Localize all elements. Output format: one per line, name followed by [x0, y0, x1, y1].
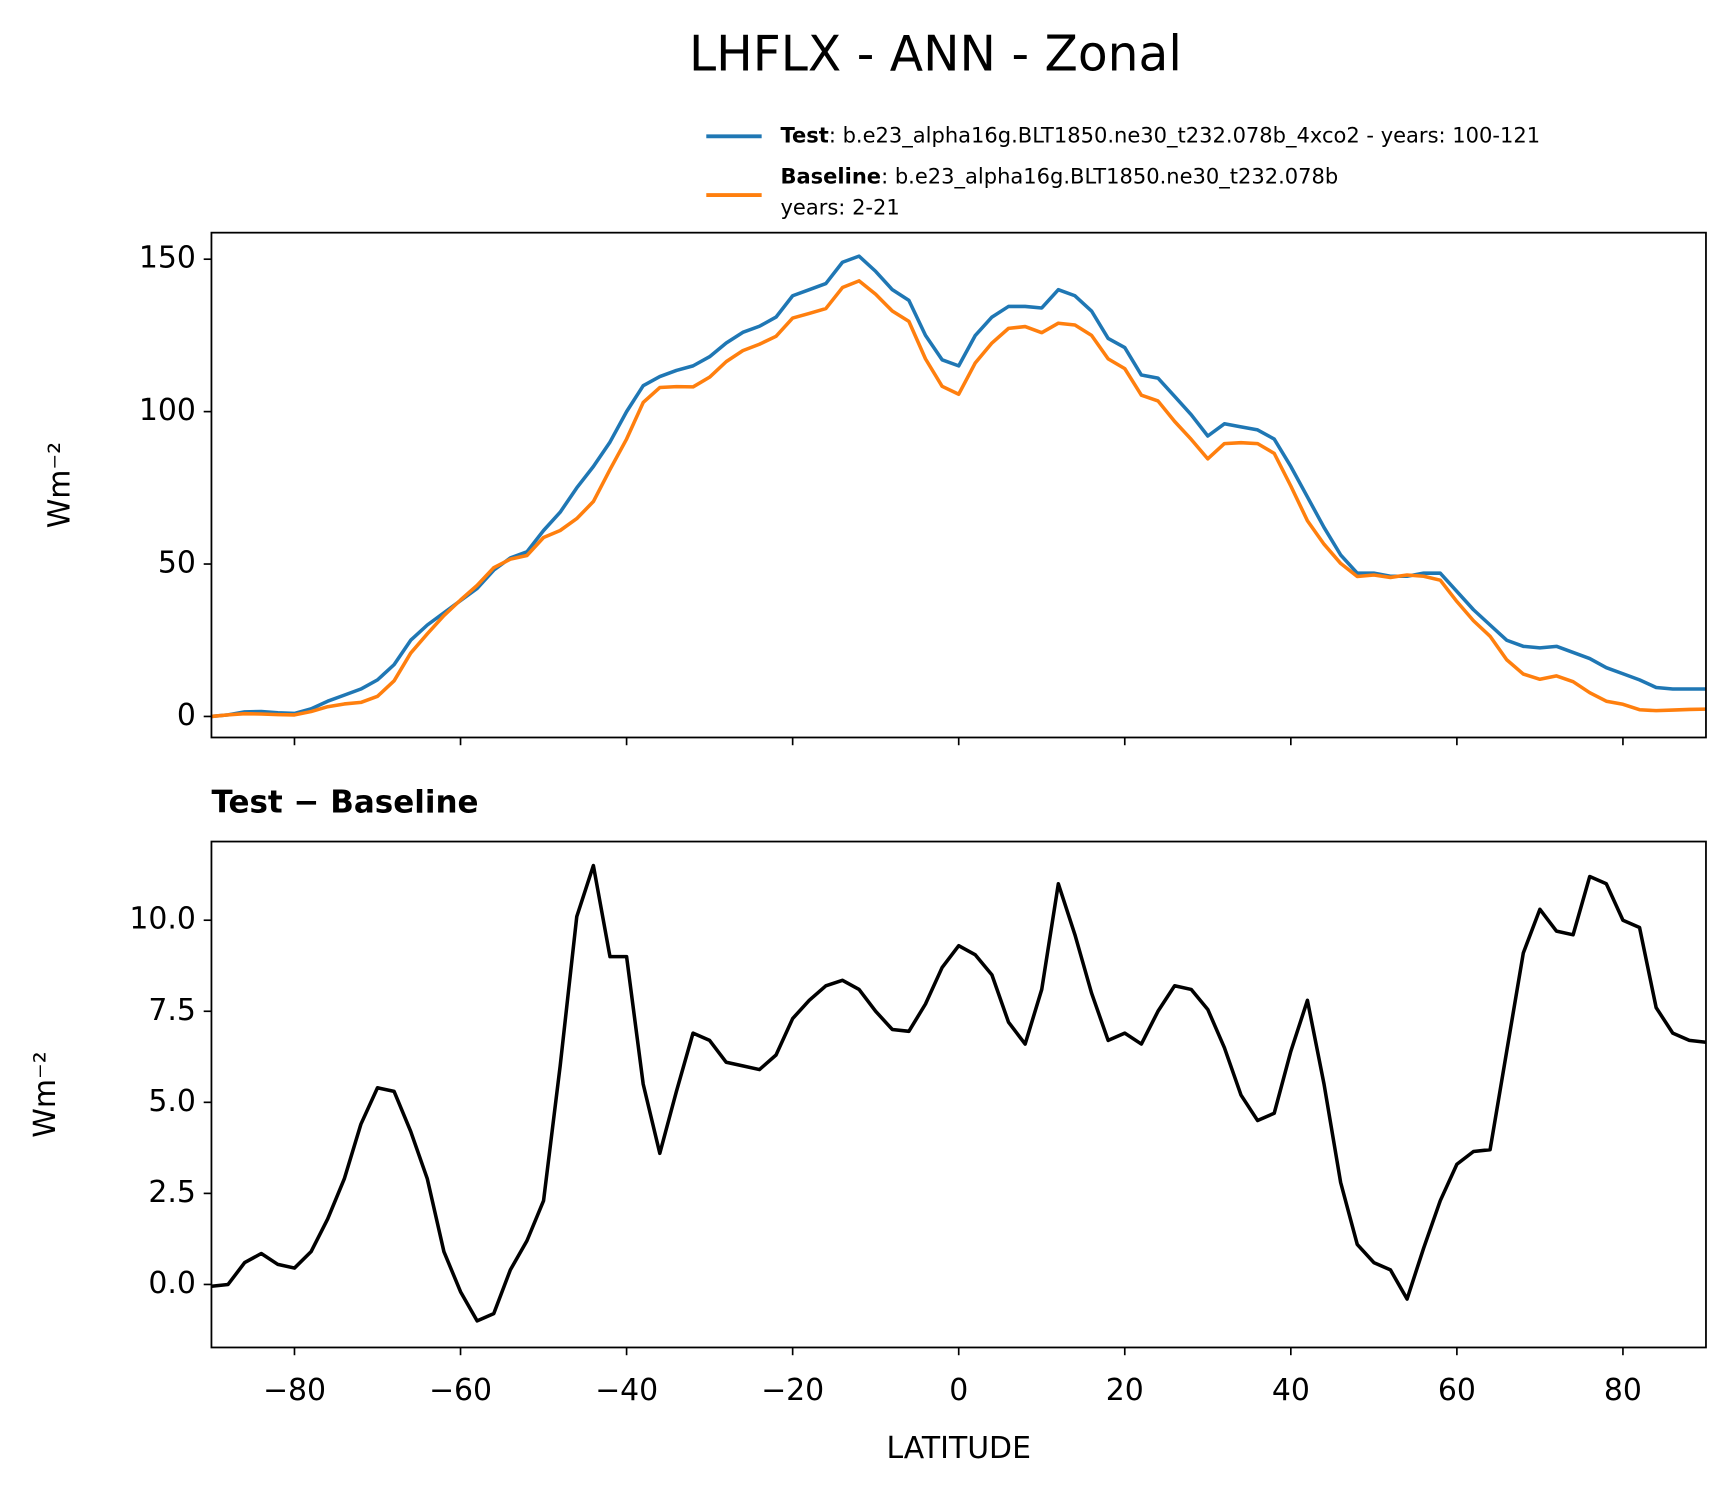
y-tick-label: 50 [158, 546, 196, 581]
y-tick-label: 7.5 [148, 993, 196, 1028]
data-line [211, 279, 1706, 719]
y-tick-label: 5.0 [148, 1084, 196, 1119]
x-tick-label: −60 [429, 1373, 492, 1408]
legend-label: Baseline: b.e23_alpha16g.BLT1850.ne30_t2… [780, 163, 1338, 188]
subplot-title: Test − Baseline [211, 784, 478, 820]
axes-frame [210, 231, 1707, 739]
data-line [211, 863, 1706, 1323]
y-tick-label: 10.0 [129, 902, 196, 937]
axes-frame [210, 840, 1707, 1349]
legend-description: : b.e23_alpha16g.BLT1850.ne30_t232.078b [881, 163, 1338, 188]
x-tick-label: 60 [1438, 1373, 1476, 1408]
y-axis-label: Wm⁻² [28, 1051, 63, 1137]
legend-label: Test: b.e23_alpha16g.BLT1850.ne30_t232.0… [780, 122, 1540, 147]
y-tick-label: 150 [139, 241, 196, 276]
x-tick-label: 40 [1272, 1373, 1310, 1408]
legend-name: Test [780, 122, 828, 147]
legend-description: : b.e23_alpha16g.BLT1850.ne30_t232.078b_… [829, 122, 1540, 147]
x-tick-label: 20 [1106, 1373, 1144, 1408]
y-axis-label: Wm⁻² [42, 442, 77, 528]
x-tick-label: −20 [761, 1373, 824, 1408]
x-tick-label: −80 [263, 1373, 326, 1408]
x-tick-label: 0 [949, 1373, 968, 1408]
y-tick-label: 100 [139, 393, 196, 428]
y-tick-label: 0.0 [148, 1266, 196, 1301]
legend-name: Baseline [780, 163, 881, 188]
y-tick-label: 0 [177, 698, 196, 733]
x-axis-label: LATITUDE [886, 1431, 1031, 1466]
legend-description: years: 2-21 [780, 194, 899, 219]
x-tick-label: 80 [1604, 1373, 1642, 1408]
x-tick-label: −40 [595, 1373, 658, 1408]
chart-title: LHFLX - ANN - Zonal [689, 27, 1182, 83]
y-tick-label: 2.5 [148, 1175, 196, 1210]
